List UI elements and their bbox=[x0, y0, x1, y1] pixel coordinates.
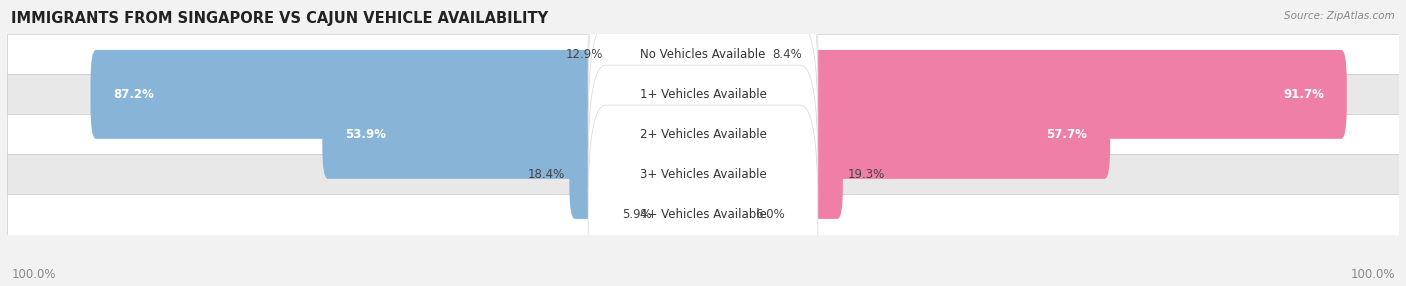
Text: 57.7%: 57.7% bbox=[1046, 128, 1087, 141]
FancyBboxPatch shape bbox=[7, 74, 1399, 114]
Text: IMMIGRANTS FROM SINGAPORE VS CAJUN VEHICLE AVAILABILITY: IMMIGRANTS FROM SINGAPORE VS CAJUN VEHIC… bbox=[11, 11, 548, 26]
Text: 2+ Vehicles Available: 2+ Vehicles Available bbox=[640, 128, 766, 141]
Text: 53.9%: 53.9% bbox=[346, 128, 387, 141]
FancyBboxPatch shape bbox=[7, 34, 1399, 74]
FancyBboxPatch shape bbox=[7, 154, 1399, 194]
Text: 6.0%: 6.0% bbox=[755, 208, 785, 221]
FancyBboxPatch shape bbox=[607, 10, 709, 99]
Text: 100.0%: 100.0% bbox=[11, 268, 56, 281]
Text: No Vehicles Available: No Vehicles Available bbox=[640, 48, 766, 61]
FancyBboxPatch shape bbox=[588, 0, 818, 204]
Text: 4+ Vehicles Available: 4+ Vehicles Available bbox=[640, 208, 766, 221]
FancyBboxPatch shape bbox=[697, 170, 751, 259]
FancyBboxPatch shape bbox=[697, 50, 1347, 139]
FancyBboxPatch shape bbox=[7, 194, 1399, 235]
FancyBboxPatch shape bbox=[588, 65, 818, 284]
FancyBboxPatch shape bbox=[569, 130, 709, 219]
Text: 5.9%: 5.9% bbox=[621, 208, 651, 221]
FancyBboxPatch shape bbox=[588, 105, 818, 286]
FancyBboxPatch shape bbox=[322, 90, 709, 179]
FancyBboxPatch shape bbox=[588, 0, 818, 164]
FancyBboxPatch shape bbox=[697, 130, 842, 219]
Text: 87.2%: 87.2% bbox=[114, 88, 155, 101]
FancyBboxPatch shape bbox=[7, 114, 1399, 154]
Text: 8.4%: 8.4% bbox=[772, 48, 801, 61]
FancyBboxPatch shape bbox=[697, 90, 1111, 179]
Text: 100.0%: 100.0% bbox=[1350, 268, 1395, 281]
FancyBboxPatch shape bbox=[588, 25, 818, 244]
Text: 19.3%: 19.3% bbox=[848, 168, 884, 181]
Text: 3+ Vehicles Available: 3+ Vehicles Available bbox=[640, 168, 766, 181]
FancyBboxPatch shape bbox=[657, 170, 709, 259]
Text: 18.4%: 18.4% bbox=[527, 168, 564, 181]
Text: 91.7%: 91.7% bbox=[1282, 88, 1324, 101]
Text: Source: ZipAtlas.com: Source: ZipAtlas.com bbox=[1284, 11, 1395, 21]
Text: 1+ Vehicles Available: 1+ Vehicles Available bbox=[640, 88, 766, 101]
FancyBboxPatch shape bbox=[90, 50, 709, 139]
Text: 12.9%: 12.9% bbox=[565, 48, 603, 61]
FancyBboxPatch shape bbox=[697, 10, 768, 99]
